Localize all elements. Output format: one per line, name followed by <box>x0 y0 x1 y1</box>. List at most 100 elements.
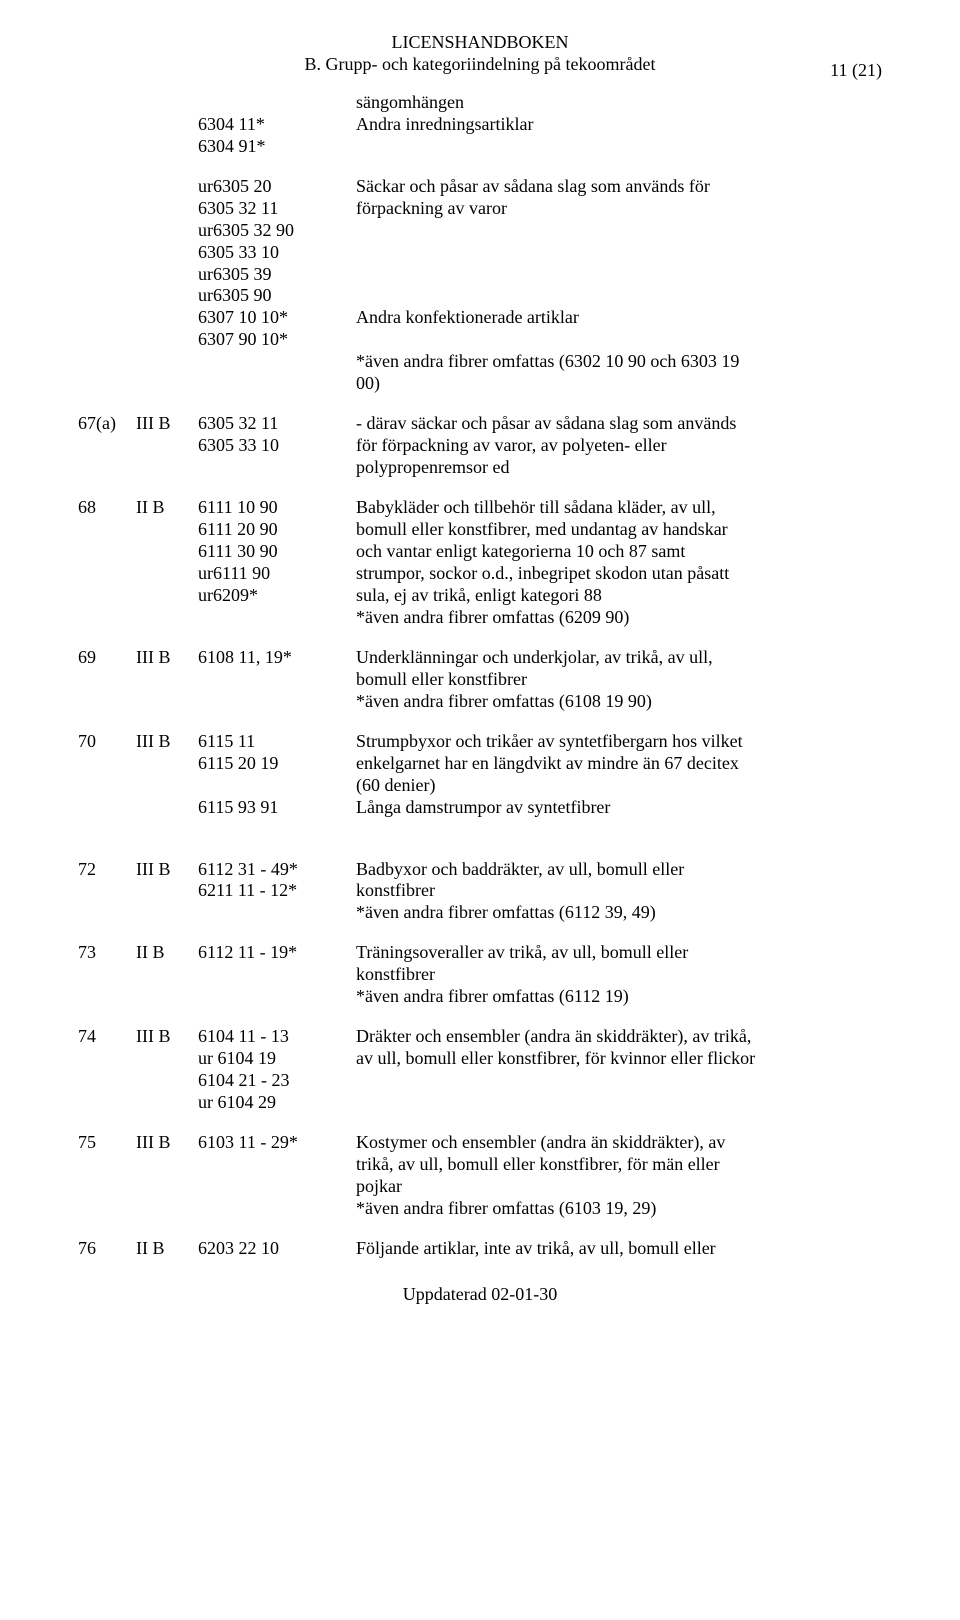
code: ur6305 39 <box>198 264 356 286</box>
entry-row: 76II B6203 22 10Följande artiklar, inte … <box>78 1238 882 1260</box>
code: 6115 11 <box>198 731 356 753</box>
group: II B <box>136 1238 198 1260</box>
code: 6305 33 10 <box>198 435 356 457</box>
desc-text: (60 denier) <box>356 775 882 797</box>
entry-row: 6111 30 90och vantar enligt kategorierna… <box>78 541 882 563</box>
code: 6115 93 91 <box>198 797 356 819</box>
desc-text: polypropenremsor ed <box>356 457 882 479</box>
desc-text: trikå, av ull, bomull eller konstfibrer,… <box>356 1154 882 1176</box>
code: ur6305 90 <box>198 285 356 307</box>
code: ur 6104 29 <box>198 1092 356 1114</box>
entry-row: 6305 33 10för förpackning av varor, av p… <box>78 435 882 457</box>
desc-text: Badbyxor och baddräkter, av ull, bomull … <box>356 859 882 881</box>
entry-row: konstfibrer <box>78 964 882 986</box>
desc-text: Säckar och påsar av sådana slag som anvä… <box>356 176 882 198</box>
desc-text: 00) <box>356 373 882 395</box>
category: 76 <box>78 1238 136 1260</box>
entry-row: 6211 11 - 12*konstfibrer <box>78 880 882 902</box>
entry-row: polypropenremsor ed <box>78 457 882 479</box>
desc-text: *även andra fibrer omfattas (6209 90) <box>356 607 882 629</box>
entry-row: *även andra fibrer omfattas (6112 19) <box>78 986 882 1008</box>
entry-row: 67(a)III B6305 32 11- därav säckar och p… <box>78 413 882 435</box>
code: 6305 33 10 <box>198 242 356 264</box>
entry-row: ur6111 90strumpor, sockor o.d., inbegrip… <box>78 563 882 585</box>
entry-row: 75III B6103 11 - 29*Kostymer och ensembl… <box>78 1132 882 1154</box>
group: III B <box>136 647 198 669</box>
code: 6112 31 - 49* <box>198 859 356 881</box>
entry-row: *även andra fibrer omfattas (6108 19 90) <box>78 691 882 713</box>
block-6305: ur6305 20 Säckar och påsar av sådana sla… <box>78 176 882 396</box>
code: 6304 11* <box>198 114 356 136</box>
group: III B <box>136 413 198 435</box>
code: 6211 11 - 12* <box>198 880 356 902</box>
desc-text: Underklänningar och underkjolar, av trik… <box>356 647 882 669</box>
title-line-1: LICENSHANDBOKEN <box>78 32 882 54</box>
desc-text: *även andra fibrer omfattas (6108 19 90) <box>356 691 882 713</box>
desc-text: sula, ej av trikå, enligt kategori 88 <box>356 585 882 607</box>
desc-text: *även andra fibrer omfattas (6112 39, 49… <box>356 902 882 924</box>
page-footer: Uppdaterad 02-01-30 <box>78 1284 882 1306</box>
entry-row: 73II B6112 11 - 19*Träningsoveraller av … <box>78 942 882 964</box>
code: 6108 11, 19* <box>198 647 356 669</box>
desc-text: Andra konfektionerade artiklar <box>356 307 882 329</box>
entry-row: 74III B6104 11 - 13Dräkter och ensembler… <box>78 1026 882 1048</box>
desc-text: bomull eller konstfibrer <box>356 669 882 691</box>
entry-row: *även andra fibrer omfattas (6103 19, 29… <box>78 1198 882 1220</box>
desc-text: Kostymer och ensembler (andra än skiddrä… <box>356 1132 882 1154</box>
code: ur 6104 19 <box>198 1048 356 1070</box>
code: ur6209* <box>198 585 356 607</box>
entry-row: pojkar <box>78 1176 882 1198</box>
category: 68 <box>78 497 136 519</box>
desc-text: Strumpbyxor och trikåer av syntetfiberga… <box>356 731 882 753</box>
desc-text: Träningsoveraller av trikå, av ull, bomu… <box>356 942 882 964</box>
entry-row: 6115 20 19enkelgarnet har en längdvikt a… <box>78 753 882 775</box>
category: 74 <box>78 1026 136 1048</box>
desc-text: Långa damstrumpor av syntetfibrer <box>356 797 882 819</box>
entry-row: bomull eller konstfibrer <box>78 669 882 691</box>
entry-row: 72III B6112 31 - 49*Badbyxor och baddräk… <box>78 859 882 881</box>
entry-row: trikå, av ull, bomull eller konstfibrer,… <box>78 1154 882 1176</box>
desc-text: konstfibrer <box>356 964 882 986</box>
code: 6111 30 90 <box>198 541 356 563</box>
code: ur6305 32 90 <box>198 220 356 242</box>
group: III B <box>136 731 198 753</box>
category: 69 <box>78 647 136 669</box>
desc-text: av ull, bomull eller konstfibrer, för kv… <box>356 1048 882 1070</box>
desc-text: strumpor, sockor o.d., inbegripet skodon… <box>356 563 882 585</box>
code: 6111 20 90 <box>198 519 356 541</box>
code: 6104 11 - 13 <box>198 1026 356 1048</box>
desc-text: - därav säckar och påsar av sådana slag … <box>356 413 882 435</box>
desc-text: Andra inredningsartiklar <box>356 114 882 136</box>
desc-text: Dräkter och ensembler (andra än skiddräk… <box>356 1026 882 1048</box>
desc-text: konstfibrer <box>356 880 882 902</box>
code: 6307 10 10* <box>198 307 356 329</box>
entry-row: *även andra fibrer omfattas (6112 39, 49… <box>78 902 882 924</box>
code: 6111 10 90 <box>198 497 356 519</box>
group: III B <box>136 1132 198 1154</box>
desc-text: förpackning av varor <box>356 198 882 220</box>
code: 6307 90 10* <box>198 329 356 351</box>
code: 6115 20 19 <box>198 753 356 775</box>
category: 75 <box>78 1132 136 1154</box>
code: 6104 21 - 23 <box>198 1070 356 1092</box>
category: 67(a) <box>78 413 136 435</box>
group: II B <box>136 942 198 964</box>
block-6304: sängomhängen 6304 11* Andra inredningsar… <box>78 92 882 158</box>
group: III B <box>136 1026 198 1048</box>
code: 6304 91* <box>198 136 356 158</box>
code: 6305 32 11 <box>198 198 356 220</box>
code: 6112 11 - 19* <box>198 942 356 964</box>
desc-text: *även andra fibrer omfattas (6103 19, 29… <box>356 1198 882 1220</box>
code: ur6305 20 <box>198 176 356 198</box>
desc-text: pojkar <box>356 1176 882 1198</box>
desc-text: för förpackning av varor, av polyeten- e… <box>356 435 882 457</box>
entry-row: ur 6104 29 <box>78 1092 882 1114</box>
entry-row: 6111 20 90bomull eller konstfibrer, med … <box>78 519 882 541</box>
desc-text: *även andra fibrer omfattas (6112 19) <box>356 986 882 1008</box>
entry-row: 6104 21 - 23 <box>78 1070 882 1092</box>
desc-text: Följande artiklar, inte av trikå, av ull… <box>356 1238 882 1260</box>
entry-row: 6115 93 91Långa damstrumpor av syntetfib… <box>78 797 882 819</box>
category: 72 <box>78 859 136 881</box>
desc-text: sängomhängen <box>356 92 882 114</box>
desc-text: och vantar enligt kategorierna 10 och 87… <box>356 541 882 563</box>
